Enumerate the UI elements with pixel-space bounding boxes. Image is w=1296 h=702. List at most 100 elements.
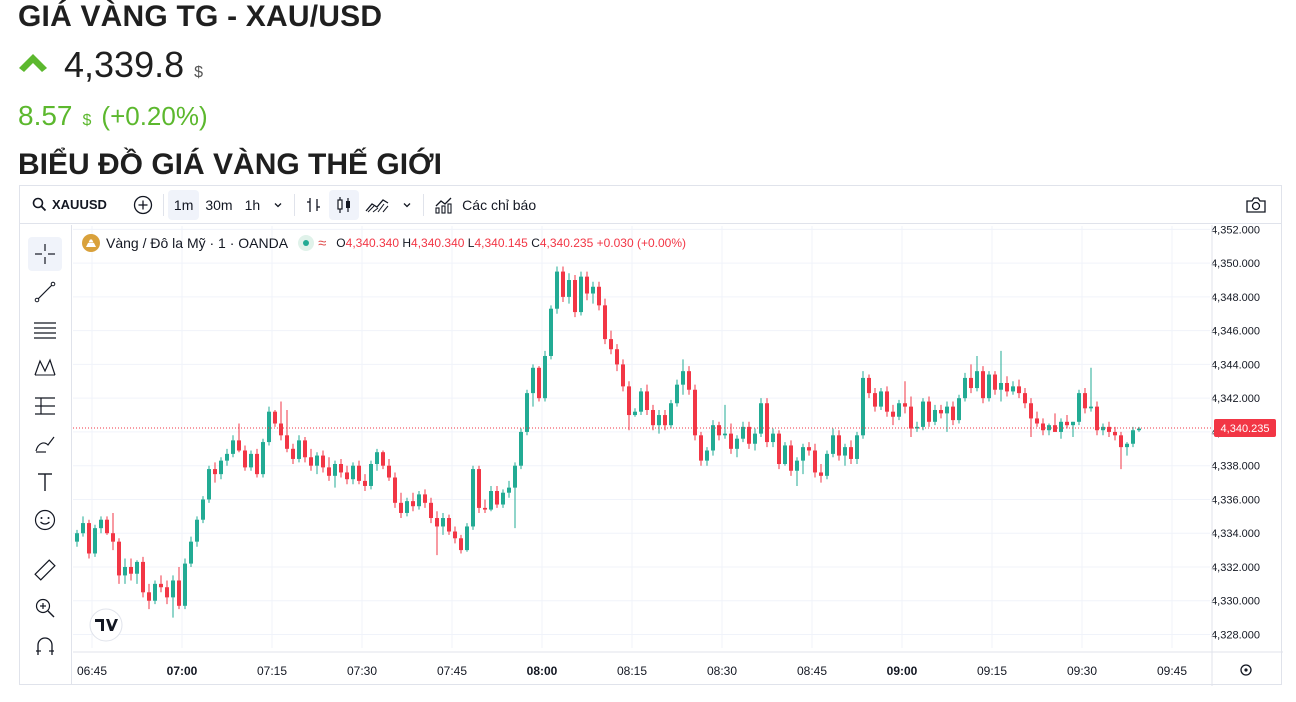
candle-body (339, 464, 343, 473)
x-tick-label: 08:45 (797, 664, 827, 678)
brush-tool[interactable] (28, 427, 62, 461)
forecast-tool[interactable] (28, 389, 62, 423)
ohlc-values: O4,340.340 H4,340.340 L4,340.145 C4,340.… (336, 236, 687, 250)
change-unit: $ (82, 112, 92, 129)
candle-body (657, 415, 661, 426)
measure-tool[interactable] (28, 553, 62, 587)
area-chart-type-button[interactable] (359, 190, 395, 220)
candle-body (411, 501, 415, 507)
candle-body (291, 448, 295, 459)
candle-body (297, 440, 301, 459)
candle-body (789, 445, 793, 471)
ruler-icon (34, 559, 56, 581)
candle-body (465, 526, 469, 551)
candle-body (687, 371, 691, 390)
candle-body (501, 492, 505, 505)
candle-body (879, 391, 883, 407)
interval-dropdown[interactable] (266, 190, 290, 220)
indicators-label: Các chỉ báo (462, 196, 537, 213)
pattern-tool[interactable] (28, 351, 62, 385)
candle-body (519, 431, 523, 466)
candle-body (873, 393, 877, 407)
interval-label: 1m (173, 196, 194, 213)
candle-body (285, 435, 289, 449)
candle-body (561, 271, 565, 297)
change-row: 8.57 $ (+0.20%) (18, 100, 208, 132)
candle-body (627, 386, 631, 416)
candle-body (831, 435, 835, 454)
price-change: 8.57 (18, 100, 73, 131)
interval-1h[interactable]: 1h (239, 190, 267, 220)
indicators-button[interactable]: Các chỉ báo (428, 190, 542, 220)
candle-body (693, 389, 697, 436)
text-tool[interactable] (28, 465, 62, 499)
candle-body (927, 401, 931, 422)
candle-body (1011, 386, 1015, 392)
candle-body (639, 391, 643, 412)
last-price-badge (1214, 418, 1276, 437)
x-tick-label: 07:00 (167, 664, 198, 678)
candle-body (471, 469, 475, 527)
candle-body (447, 518, 451, 532)
candlestick-chart[interactable]: 4,328.000 4,330.000 4,332.000 4,334.000 4,33… (20, 186, 1283, 686)
candle-body (249, 453, 253, 468)
emoji-tool[interactable] (28, 503, 62, 537)
toolbar-separator (294, 193, 296, 216)
x-tick-label: 06:45 (77, 664, 107, 678)
crosshair-tool[interactable] (28, 237, 62, 271)
interval-30m[interactable]: 30m (199, 190, 238, 220)
settings-icon (1240, 664, 1252, 676)
wave-icon: ≈ (318, 234, 327, 252)
toolbar-separator (162, 193, 164, 216)
candle-body (171, 580, 175, 598)
candle-body (93, 528, 97, 554)
candle-body (891, 411, 895, 417)
bar-chart-type-button[interactable] (299, 190, 329, 220)
interval-1m[interactable]: 1m (167, 189, 200, 220)
candle-body (1089, 406, 1093, 409)
magnet-tool[interactable] (28, 629, 62, 663)
x-tick-label: 09:00 (887, 664, 918, 678)
last-price-label: 4,340.235 (1221, 423, 1270, 435)
candle-body (255, 453, 259, 475)
candle-body (729, 433, 733, 449)
candle-body (129, 566, 133, 574)
candle-body (861, 377, 865, 436)
candle-body (237, 440, 241, 451)
forecast-icon (35, 397, 55, 415)
candle-body (573, 280, 577, 313)
compare-button[interactable] (127, 190, 159, 220)
candle-body (351, 465, 355, 480)
zoom-tool[interactable] (28, 591, 62, 625)
candle-body (897, 403, 901, 417)
screenshot-button[interactable] (1239, 190, 1273, 220)
chart-widget: XAUUSD 1m 30m 1h (19, 185, 1283, 686)
fib-tool[interactable] (28, 313, 62, 347)
candle-body (807, 447, 811, 451)
x-tick-label: 09:15 (977, 664, 1007, 678)
candle-body (123, 566, 127, 576)
chart-type-dropdown[interactable] (395, 190, 419, 220)
trend-line-tool[interactable] (28, 275, 62, 309)
candle-body (651, 409, 655, 426)
settings-icon-center (1244, 668, 1248, 672)
chevron-down-icon (403, 202, 411, 207)
x-tick-label: 07:30 (347, 664, 377, 678)
candle-body (531, 367, 535, 394)
candle-body (1095, 406, 1099, 431)
candle-body (795, 460, 799, 471)
y-tick-label: 4,342.000 (1211, 393, 1260, 405)
candle-body (681, 371, 685, 385)
candle-body (585, 276, 589, 294)
y-tick-label: 4,352.000 (1211, 224, 1260, 236)
candle-chart-type-button[interactable] (329, 189, 360, 220)
candle-body (345, 472, 349, 480)
candle-body (369, 464, 373, 486)
symbol-search-button[interactable]: XAUUSD (26, 190, 113, 220)
drawing-toolbar (20, 225, 72, 684)
candle-body (363, 480, 367, 486)
bars-icon (307, 197, 321, 212)
candles-icon (337, 196, 351, 213)
candle-body (1017, 386, 1021, 394)
candle-body (273, 411, 277, 424)
